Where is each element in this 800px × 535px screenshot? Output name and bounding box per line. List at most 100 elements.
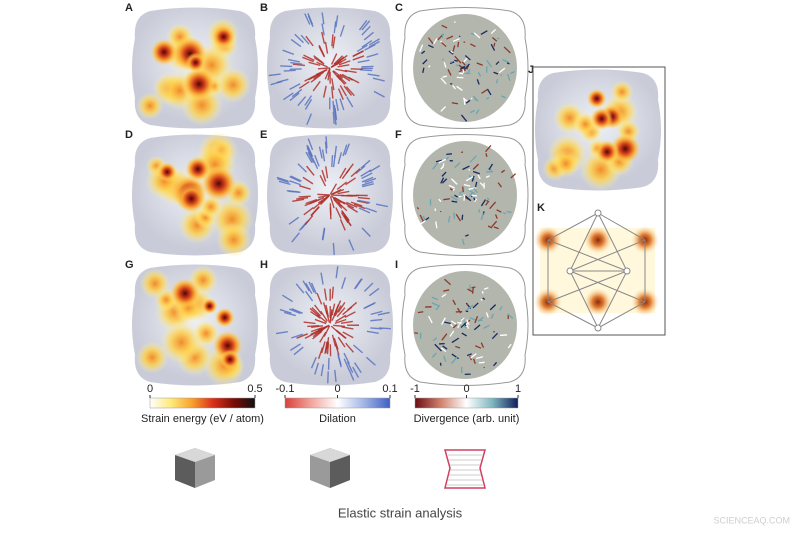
panel-label: D (125, 129, 133, 141)
shell (267, 265, 393, 386)
colorbar-tick-label: 1 (515, 383, 521, 395)
arrow (467, 304, 468, 305)
panel-image (267, 265, 393, 386)
panel-image (132, 131, 258, 257)
arrow (307, 326, 319, 327)
colorbar-tick-label: 0.5 (247, 383, 262, 395)
colorbar (285, 398, 390, 408)
colorbar-title: Strain energy (eV / atom) (141, 413, 264, 425)
heat-spot (212, 25, 235, 48)
arrow (418, 312, 423, 313)
arrow (446, 154, 452, 155)
arrow (454, 60, 458, 61)
heat-spot (216, 222, 251, 257)
arrow (463, 69, 464, 73)
icon-hexagon (445, 450, 485, 488)
arrow (442, 59, 444, 60)
watermark: SCIENCEAQ.COM (713, 515, 790, 525)
arrow (471, 98, 472, 99)
panel-image (132, 265, 258, 387)
colorbar-tick-label: 0.1 (382, 383, 397, 395)
panel-label: F (395, 129, 402, 141)
arrow (454, 213, 455, 220)
heat-spot (552, 150, 580, 178)
panel-image (267, 8, 393, 129)
shell (267, 8, 393, 129)
arrow (333, 243, 334, 255)
arrow (507, 212, 512, 213)
arrow (443, 199, 450, 200)
arrow (452, 201, 458, 202)
arrow (500, 335, 507, 336)
panel-label: B (260, 2, 268, 14)
arrow (280, 66, 292, 67)
colorbar-tick-label: 0 (334, 383, 340, 395)
arrow (469, 188, 470, 190)
caption: Elastic strain analysis (338, 505, 463, 520)
arrow (458, 42, 459, 47)
arrow (414, 333, 418, 334)
arrow (284, 70, 296, 71)
arrow (474, 198, 475, 201)
arrow (440, 363, 441, 366)
heat-spot (595, 140, 619, 164)
heat-spot (157, 162, 177, 182)
arrow (479, 362, 485, 363)
panel-image (132, 8, 258, 129)
heat-spot (201, 298, 217, 314)
panel-image (402, 265, 528, 386)
arrow (333, 112, 334, 124)
arrow (466, 311, 469, 312)
arrow (481, 299, 482, 300)
heat-spot (170, 278, 201, 309)
colorbar-title: Dilation (319, 413, 356, 425)
arrow (326, 142, 327, 154)
heat-spot (150, 39, 177, 66)
arrow (507, 63, 510, 64)
panel-image (535, 70, 661, 191)
arrow (461, 152, 463, 153)
panel-label: A (125, 2, 133, 14)
panel-image (402, 8, 528, 129)
heat-spot (220, 350, 240, 370)
heat-spot (587, 89, 607, 109)
colorbar-tick-label: 0 (147, 383, 153, 395)
heat-spot (136, 341, 168, 373)
panel-label: K (537, 202, 545, 214)
panel-label: I (395, 259, 398, 271)
panel-label: G (125, 259, 134, 271)
panel-label: C (395, 2, 403, 14)
arrow (464, 195, 465, 201)
heat-spot (215, 308, 235, 328)
arrow (318, 68, 330, 69)
heat-spot (186, 53, 206, 73)
colorbar-tick-label: -1 (410, 383, 420, 395)
panel-label: E (260, 129, 267, 141)
arrow (462, 215, 463, 220)
arrow (463, 187, 464, 193)
heat-spot (611, 80, 634, 103)
heat-spot (140, 268, 170, 298)
arrow (451, 61, 452, 62)
arrow (457, 323, 461, 324)
panel-label: H (260, 259, 268, 271)
octahedron-diagram (534, 210, 659, 331)
arrow (370, 328, 382, 329)
icon-cube (175, 448, 215, 488)
arrow (299, 196, 311, 197)
colorbar-tick-label: 0 (463, 383, 469, 395)
heat-spot (185, 156, 211, 182)
arrow (459, 36, 460, 37)
shell (267, 135, 393, 256)
arrow (332, 155, 333, 167)
colorbar (415, 398, 518, 408)
icon-cube (310, 448, 350, 488)
panel-image (402, 135, 528, 256)
colorbar (150, 398, 255, 408)
colorbar-tick-label: -0.1 (276, 383, 295, 395)
arrow (459, 73, 463, 74)
heat-spot (590, 107, 613, 130)
arrow (494, 43, 495, 47)
